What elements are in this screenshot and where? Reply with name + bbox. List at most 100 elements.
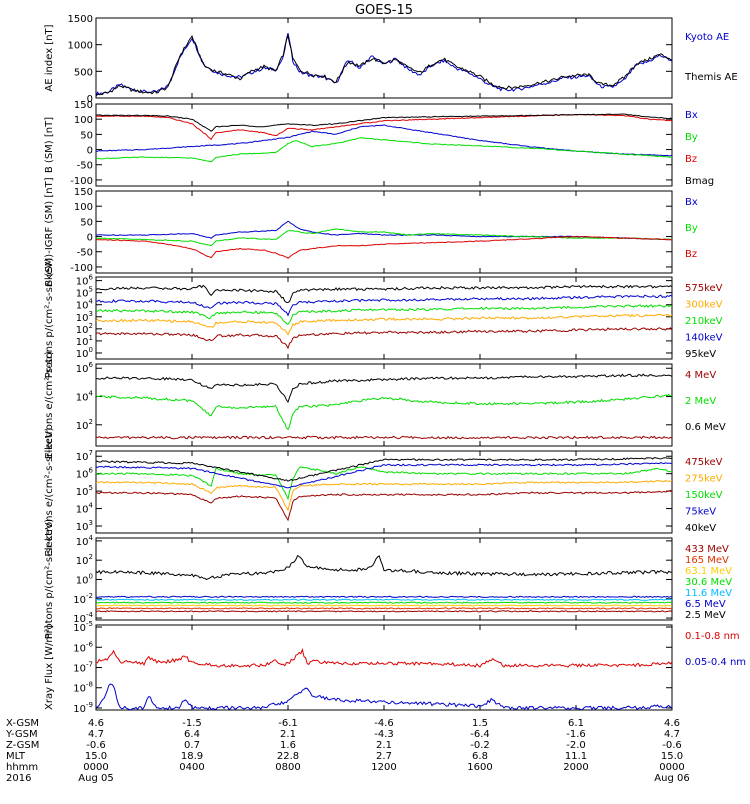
legend-label: By xyxy=(685,132,698,143)
y-tick-label: 105 xyxy=(76,484,93,498)
legend-label: 0.05-0.4 nm xyxy=(685,657,746,668)
legend-label: 6.5 MeV xyxy=(685,599,726,610)
y-tick-label: 101 xyxy=(76,334,93,348)
series-line-210kev xyxy=(95,304,673,325)
legend-label: 40keV xyxy=(685,523,716,534)
x-axis-value: 4.6 xyxy=(664,718,680,729)
legend-label: 140keV xyxy=(685,333,723,344)
y-axis-label: Protons p/(cm²-s-sr-keV) xyxy=(44,519,55,640)
y-tick-label: 104 xyxy=(76,534,94,548)
y-tick-label: 10-4 xyxy=(73,611,93,625)
series-line-2-5-mev xyxy=(95,554,673,581)
series-line-275kev xyxy=(95,479,673,512)
y-axis-label: Protons p/(cm²-s-sr-keV) xyxy=(44,258,55,379)
x-axis-value: 0400 xyxy=(179,762,204,773)
x-axis-row-label: Y-GSM xyxy=(5,729,38,740)
y-tick-label: 1500 xyxy=(68,14,93,25)
panel-frame xyxy=(95,103,673,187)
x-axis-value: -2.0 xyxy=(566,740,586,751)
series-line-2-mev xyxy=(95,393,673,431)
y-tick-label: 100 xyxy=(76,572,93,586)
series-line-140kev xyxy=(95,294,673,317)
series-line-40kev xyxy=(95,456,672,482)
x-axis-value: 0.7 xyxy=(184,740,200,751)
x-axis-row-label: 2016 xyxy=(6,773,31,784)
series-line-themis-ae xyxy=(95,33,673,97)
legend-label: 475keV xyxy=(685,457,723,468)
legend-label: 433 MeV xyxy=(685,544,729,555)
x-axis-value: 15.0 xyxy=(661,751,683,762)
x-axis-value: 1.5 xyxy=(472,718,488,729)
y-tick-label: 10-5 xyxy=(73,620,93,634)
y-tick-label: 106 xyxy=(76,274,94,288)
legend-label: 0.1-0.8 nm xyxy=(685,631,740,642)
legend-label: By xyxy=(685,223,698,234)
y-tick-label: 10-7 xyxy=(73,661,93,675)
y-tick-label: 102 xyxy=(76,553,93,567)
series-line-300kev xyxy=(95,313,673,336)
series-line-0-05-0-4-nm xyxy=(95,683,673,711)
x-axis-value: -4.3 xyxy=(374,729,394,740)
plot-title: GOES-15 xyxy=(355,3,413,18)
y-tick-label: -50 xyxy=(77,161,93,172)
x-axis-value: 1200 xyxy=(371,762,396,773)
y-tick-label: 10-6 xyxy=(73,640,93,654)
x-axis-value: 4.6 xyxy=(88,718,104,729)
x-axis-value: -0.2 xyxy=(470,740,490,751)
panel-frame xyxy=(95,17,673,99)
y-tick-label: 104 xyxy=(76,390,94,404)
x-axis-value: -0.6 xyxy=(86,740,106,751)
y-tick-label: 0 xyxy=(87,94,93,105)
x-axis-row-label: Z-GSM xyxy=(6,740,39,751)
y-axis-label: AE index [nT] xyxy=(44,24,55,91)
y-tick-label: 104 xyxy=(76,298,94,312)
y-tick-label: -50 xyxy=(77,248,93,259)
y-tick-label: 10-9 xyxy=(73,701,93,715)
x-axis-value: 6.8 xyxy=(472,751,488,762)
y-tick-label: 150 xyxy=(74,187,93,198)
panel-xray: 10-9 10-8 10-7 10-6 10-5 Xray Flux [W/m²] 0.1-… xyxy=(44,620,746,715)
legend-label: 0.6 MeV xyxy=(685,422,726,433)
y-tick-label: 103 xyxy=(76,519,93,533)
y-tick-label: 107 xyxy=(76,449,93,463)
y-tick-label: 102 xyxy=(76,418,93,432)
y-tick-label: -100 xyxy=(70,263,93,274)
x-axis-value: 2.7 xyxy=(376,751,392,762)
x-axis-value: Aug 06 xyxy=(654,773,689,784)
y-axis-label: B (SM)-IGRF (SM) [nT] xyxy=(44,177,55,286)
x-axis-value: 4.7 xyxy=(664,729,680,740)
legend-label: 63.1 MeV xyxy=(685,566,732,577)
legend-label: Bmag xyxy=(685,176,714,187)
x-axis-value: 11.1 xyxy=(565,751,587,762)
panel-b-sm: 150 100 50 0 -50 -100 B (SM) [nT] Bx By Bz Bmag xyxy=(44,100,714,187)
x-axis-value: 6.1 xyxy=(568,718,584,729)
legend-label: Bz xyxy=(685,249,697,260)
y-tick-label: 103 xyxy=(76,310,93,324)
panel-ae: 0 500 1000 1500 AE index [nT] Kyoto AE Themis … xyxy=(44,14,738,105)
series-line-165-mev xyxy=(95,607,672,610)
legend-label: 4 MeV xyxy=(685,370,716,381)
y-tick-label: 102 xyxy=(76,322,93,336)
series-line-kyoto-ae xyxy=(95,32,673,96)
series-line-75kev xyxy=(95,462,673,489)
legend-label: 150keV xyxy=(685,490,723,501)
legend-label: Bz xyxy=(685,154,697,165)
x-axis-value: 0000 xyxy=(659,762,684,773)
series-line-575kev xyxy=(95,326,673,350)
series-line-0-1-0-8-nm xyxy=(95,647,673,668)
legend-label: 75keV xyxy=(685,507,716,518)
legend-label: Themis AE xyxy=(684,72,738,83)
y-tick-label: 100 xyxy=(74,115,93,126)
y-tick-label: 50 xyxy=(80,217,93,228)
y-tick-label: 10-2 xyxy=(73,592,93,606)
legend-label: 2.5 MeV xyxy=(685,610,726,621)
legend-label: 11.6 MeV xyxy=(685,588,732,599)
x-axis-value: -1.6 xyxy=(566,729,586,740)
x-axis-value: 6.4 xyxy=(184,729,200,740)
y-axis-label: B (SM) [nT] xyxy=(44,117,55,173)
legend-label: Kyoto AE xyxy=(685,32,729,43)
series-line-11-6-mev xyxy=(95,598,673,601)
